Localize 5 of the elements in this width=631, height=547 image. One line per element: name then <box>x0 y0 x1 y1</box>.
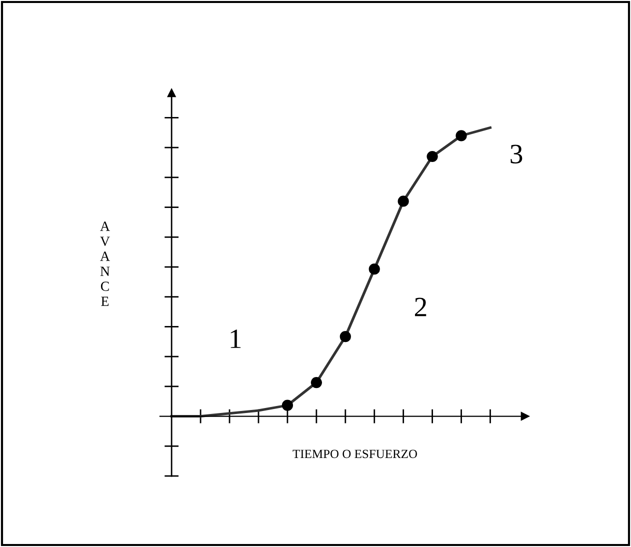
annotation: 1 <box>230 330 241 348</box>
annotation: 2 <box>414 298 426 316</box>
annotation: 3 <box>510 144 522 164</box>
y-axis-title: AVANCE <box>100 222 110 306</box>
x-axis-title: TIEMPO O ESFUERZO <box>292 450 417 458</box>
